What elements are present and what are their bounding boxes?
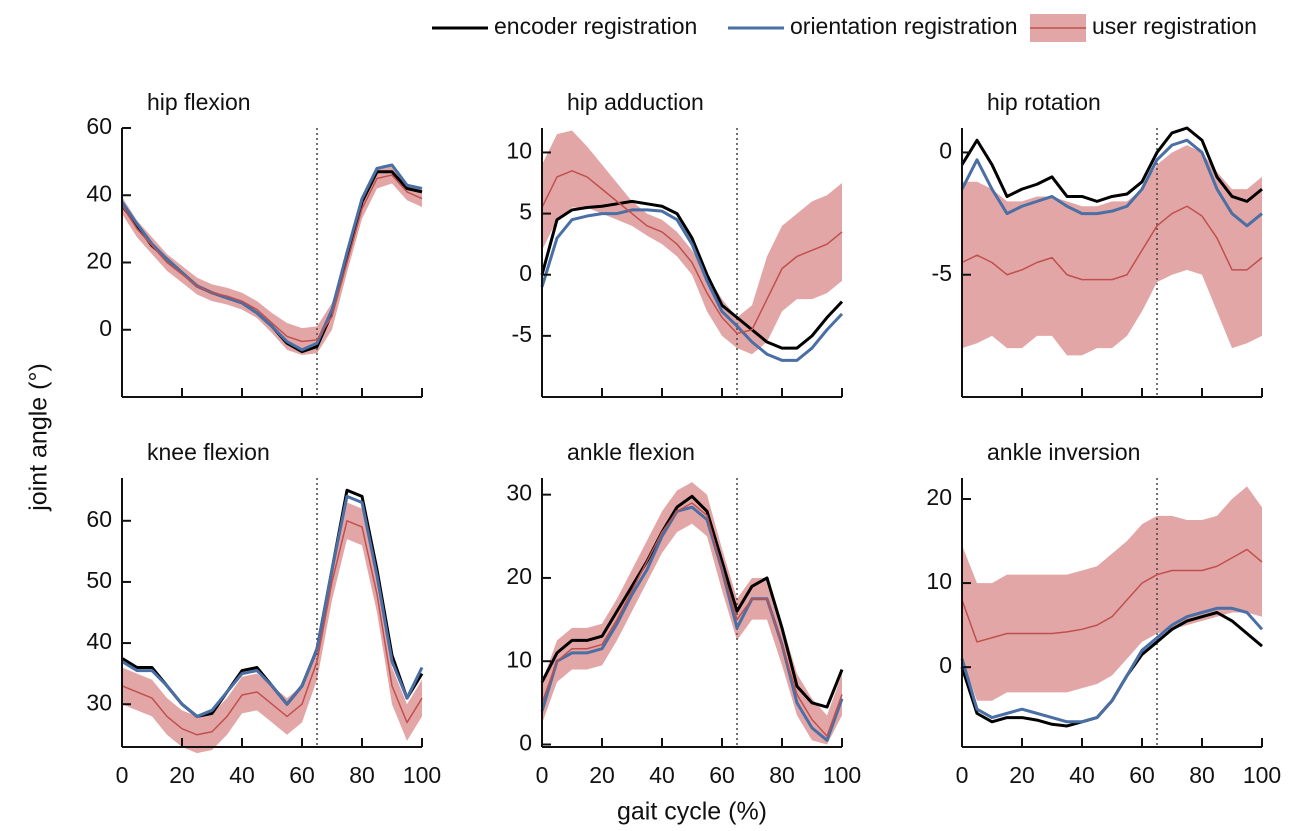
y-tick-label: -5: [512, 321, 532, 347]
x-tick-label: 20: [169, 762, 195, 788]
y-tick-label: 20: [506, 563, 532, 589]
x-tick-label: 40: [649, 762, 675, 788]
series-line: [540, 505, 844, 742]
series-line: [540, 199, 844, 350]
series-line: [961, 548, 1263, 643]
panel-title: ankle flexion: [567, 439, 695, 465]
y-tick-label: 5: [519, 199, 532, 225]
panel-title: knee flexion: [147, 439, 270, 465]
series-line: [120, 163, 423, 352]
x-tick-label: 20: [1009, 762, 1035, 788]
y-tick-label: 0: [519, 260, 532, 286]
x-tick-label: 40: [1069, 762, 1095, 788]
y-tick-label: 0: [939, 652, 952, 678]
y-tick-label: 0: [99, 315, 112, 341]
x-tick-label: 0: [536, 762, 549, 788]
y-tick-label: 10: [926, 568, 952, 594]
series-line: [960, 606, 1264, 724]
band: [122, 166, 422, 355]
x-tick-label: 80: [349, 762, 375, 788]
series-line: [541, 502, 843, 737]
y-tick-label: 40: [86, 628, 112, 654]
panel-title: ankle inversion: [987, 439, 1140, 465]
x-axis-label: gait cycle (%): [617, 798, 767, 826]
y-tick-label: 0: [939, 138, 952, 164]
panel-title: hip flexion: [147, 89, 251, 115]
band: [122, 502, 422, 754]
y-tick-label: 40: [86, 180, 112, 206]
series-line: [960, 126, 1263, 203]
y-tick-label: 60: [86, 113, 112, 139]
series-line: [121, 494, 424, 718]
y-tick-label: 20: [926, 484, 952, 510]
legend-label: encoder registration: [494, 13, 697, 39]
y-tick-label: -5: [932, 260, 952, 286]
y-tick-label: 60: [86, 506, 112, 532]
y-tick-label: 20: [86, 248, 112, 274]
x-tick-label: 60: [709, 762, 735, 788]
legend-label: user registration: [1092, 13, 1257, 39]
panel-title: hip rotation: [987, 89, 1101, 115]
y-tick-label: 30: [506, 480, 532, 506]
series-line: [961, 205, 1263, 281]
x-tick-label: 60: [1129, 762, 1155, 788]
x-tick-label: 20: [589, 762, 615, 788]
x-tick-label: 100: [1243, 762, 1281, 788]
series-line: [541, 170, 843, 335]
y-axis-label: joint angle (°): [25, 363, 53, 512]
series-line: [121, 174, 423, 343]
y-tick-label: 30: [86, 689, 112, 715]
series-line: [540, 208, 844, 362]
y-tick-label: 50: [86, 567, 112, 593]
x-tick-label: 80: [769, 762, 795, 788]
series-line: [121, 520, 423, 736]
y-tick-label: 0: [519, 730, 532, 756]
series-line: [540, 494, 844, 709]
x-tick-label: 60: [289, 762, 315, 788]
panel-title: hip adduction: [567, 89, 704, 115]
x-tick-label: 80: [1189, 762, 1215, 788]
band: [962, 145, 1262, 356]
x-tick-label: 0: [116, 762, 129, 788]
x-tick-label: 100: [403, 762, 441, 788]
x-tick-label: 100: [823, 762, 861, 788]
x-tick-label: 40: [229, 762, 255, 788]
x-tick-label: 0: [956, 762, 969, 788]
band: [962, 486, 1262, 701]
y-tick-label: 10: [506, 646, 532, 672]
series-line: [960, 138, 1263, 228]
legend-label: orientation registration: [790, 13, 1018, 39]
y-tick-label: 10: [506, 138, 532, 164]
